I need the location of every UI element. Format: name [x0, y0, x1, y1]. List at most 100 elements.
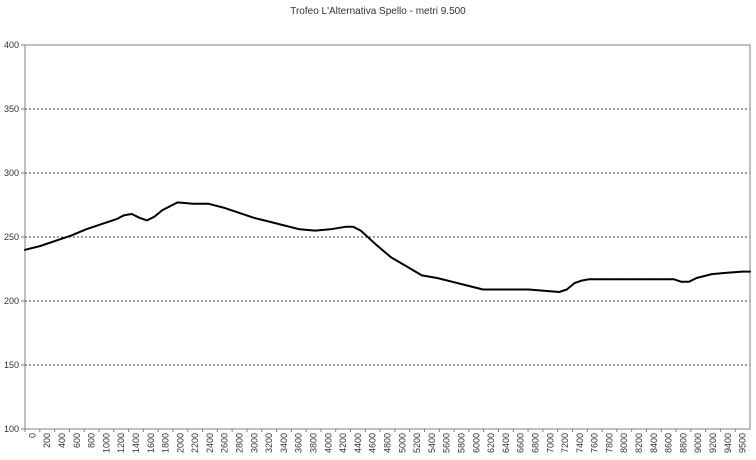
- data-point: [70, 234, 72, 237]
- data-point: [482, 288, 484, 291]
- data-point: [192, 202, 194, 205]
- x-tick-label: 8200: [634, 433, 644, 453]
- data-point: [253, 217, 255, 219]
- data-point: [543, 290, 545, 292]
- data-point: [390, 256, 393, 259]
- data-point: [581, 279, 583, 282]
- x-tick-label: 200: [42, 433, 52, 448]
- data-point: [573, 282, 576, 284]
- data-point: [741, 270, 744, 273]
- data-point: [39, 245, 42, 247]
- data-point: [115, 218, 118, 220]
- data-point: [512, 288, 515, 291]
- data-point: [352, 226, 355, 228]
- data-point: [298, 228, 301, 231]
- x-tick-label: 5600: [442, 433, 452, 453]
- x-tick-label: 9500: [738, 433, 748, 453]
- y-tick-label: 150: [4, 360, 19, 370]
- x-tick-label: 3800: [309, 433, 319, 453]
- data-point: [138, 217, 141, 219]
- x-tick-label: 400: [57, 433, 67, 448]
- y-tick-label: 200: [4, 296, 19, 306]
- data-point: [421, 274, 423, 277]
- x-tick-label: 3200: [264, 433, 274, 453]
- x-tick-label: 1800: [161, 433, 171, 453]
- x-tick-label: 5000: [397, 433, 407, 453]
- data-point: [665, 278, 667, 281]
- x-tick-label: 9200: [708, 433, 718, 453]
- x-tick-label: 1000: [101, 433, 111, 453]
- data-point: [695, 277, 698, 279]
- data-point: [405, 265, 408, 268]
- data-point: [497, 288, 500, 291]
- data-point: [527, 288, 530, 291]
- data-point: [619, 278, 622, 281]
- data-point: [329, 228, 332, 231]
- x-tick-label: 7200: [560, 433, 570, 453]
- x-tick-label: 1600: [146, 433, 156, 453]
- x-tick-label: 5800: [456, 433, 466, 453]
- x-tick-label: 6400: [501, 433, 511, 453]
- x-tick-label: 6800: [530, 433, 540, 453]
- data-point: [207, 202, 209, 205]
- data-point: [146, 219, 148, 222]
- x-tick-label: 6600: [516, 433, 526, 453]
- x-tick-label: 2800: [235, 433, 245, 453]
- x-tick-label: 7800: [604, 433, 614, 453]
- x-tick-label: 8400: [649, 433, 659, 453]
- y-tick-label: 300: [4, 168, 19, 178]
- x-tick-label: 4800: [383, 433, 393, 453]
- data-point: [153, 215, 156, 218]
- x-tick-label: 8000: [619, 433, 629, 453]
- x-tick-label: 8600: [664, 433, 674, 453]
- x-tick-label: 9000: [693, 433, 703, 453]
- data-point: [451, 281, 454, 283]
- x-tick-label: 7600: [590, 433, 600, 453]
- data-point: [749, 270, 751, 273]
- x-tick-label: 3600: [294, 433, 304, 453]
- y-tick-label: 350: [4, 104, 19, 114]
- data-point: [588, 278, 591, 281]
- x-tick-label: 7000: [545, 433, 555, 453]
- data-point: [54, 240, 57, 242]
- data-point: [634, 278, 637, 281]
- y-tick-label: 400: [4, 40, 19, 50]
- x-tick-label: 2600: [220, 433, 230, 453]
- data-point: [24, 249, 26, 251]
- y-tick-label: 100: [4, 424, 19, 434]
- data-point: [161, 209, 164, 211]
- data-point: [375, 243, 377, 246]
- data-point: [344, 226, 347, 228]
- x-tick-label: 7400: [575, 433, 585, 453]
- data-point: [726, 272, 728, 274]
- x-tick-label: 6000: [471, 433, 481, 453]
- x-tick-label: 5400: [427, 433, 437, 453]
- x-tick-label: 6200: [486, 433, 496, 453]
- data-point: [436, 277, 438, 279]
- x-tick-label: 2400: [205, 433, 215, 453]
- data-point: [650, 278, 652, 281]
- data-point: [558, 291, 560, 293]
- data-point: [466, 284, 469, 287]
- x-tick-label: 0: [27, 433, 37, 438]
- x-tick-label: 800: [87, 433, 97, 448]
- x-tick-label: 1400: [131, 433, 141, 453]
- data-point: [237, 211, 240, 214]
- data-point: [680, 281, 683, 283]
- x-tick-label: 4200: [338, 433, 348, 453]
- data-point: [360, 229, 362, 232]
- data-point: [100, 223, 103, 225]
- data-point: [176, 201, 179, 204]
- x-tick-label: 4600: [368, 433, 378, 453]
- x-tick-label: 4000: [323, 433, 333, 453]
- x-tick-label: 8800: [678, 433, 688, 453]
- chart-title: Trofeo L'Alternativa Spello - metri 9.50…: [290, 6, 466, 17]
- data-point: [131, 213, 133, 215]
- x-tick-label: 3000: [249, 433, 259, 453]
- data-point: [566, 288, 568, 291]
- x-tick-label: 2000: [175, 433, 185, 453]
- data-point: [123, 214, 125, 216]
- data-point: [222, 206, 225, 209]
